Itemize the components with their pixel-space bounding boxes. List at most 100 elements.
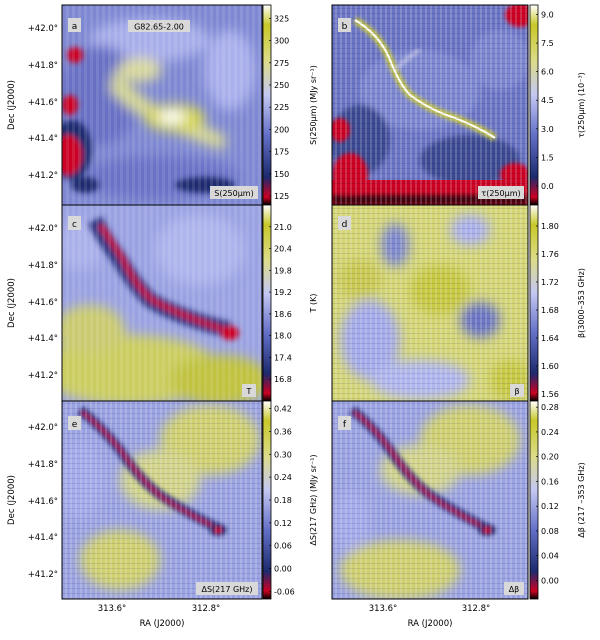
dec-axis-label: Dec (J2000)	[7, 80, 17, 130]
colorbar-tick-label: 0.12	[274, 519, 292, 528]
dec-tick-label: +41.2°	[28, 570, 58, 580]
panel-a-image	[62, 5, 262, 205]
colorbar-tick-label: 0.16	[541, 477, 559, 486]
colorbar-tick-label: 0.0	[541, 182, 554, 191]
panel-b-image	[332, 5, 528, 205]
dec-tick-label: +41.6°	[28, 98, 58, 108]
colorbar-tick-label: 200	[274, 125, 289, 134]
ra-axis-label: RA (J2000)	[408, 619, 453, 629]
panel-a-letter: a	[72, 22, 78, 32]
colorbar-c-ticks: 21.0 20.4 19.8 19.2 18.6 18.0 17.4 16.8	[269, 223, 292, 384]
colorbar-tick-label: 0.04	[541, 552, 559, 561]
panel-e-letter-box: e	[68, 416, 81, 430]
colorbar-tick-label: 275	[274, 59, 289, 68]
colorbar-b-label: τ(250μm) (10⁻³)	[577, 72, 586, 138]
dec-axis-row-2: +42.0° +41.8° +41.6° +41.4° +41.2° Dec (…	[7, 224, 58, 381]
panel-a: a G82.65-2.00 S(250μm)	[61, 4, 263, 206]
ra-tick-label: 312.8°	[462, 604, 491, 614]
colorbar-tick-label: 325	[274, 14, 289, 23]
colorbar-tick-label: 20.4	[274, 245, 292, 254]
dec-tick-label: +41.2°	[28, 371, 58, 381]
colorbar-b-ticks: 9.0 7.5 6.0 4.5 3.0 1.5 0.0	[536, 11, 554, 191]
panel-d-corner-label-box: β	[510, 384, 524, 397]
panel-c: c T	[61, 204, 263, 402]
colorbar-tick-label: 300	[274, 37, 289, 46]
panel-d-letter-box: d	[338, 216, 351, 230]
panel-c-corner-label: T	[246, 387, 252, 396]
colorbar-tick-label: 125	[274, 192, 289, 201]
colorbar-tick-label: 0.30	[274, 450, 292, 459]
dec-axis-label: Dec (J2000)	[7, 278, 17, 328]
panel-a-title: G82.65-2.00	[134, 23, 184, 32]
colorbar-tick-label: 0.00	[541, 576, 559, 585]
colorbar-tick-label: 16.8	[274, 375, 292, 384]
dec-tick-label: +42.0°	[28, 423, 58, 433]
panel-c-corner-label-box: T	[242, 384, 256, 397]
panel-a-corner-label: S(250μm)	[214, 189, 253, 198]
panel-d: d β	[331, 204, 529, 402]
ra-axis-label: RA (J2000)	[140, 619, 185, 629]
panel-b: b τ(250μm)	[331, 4, 529, 206]
colorbar-tick-label: 150	[274, 170, 289, 179]
colorbar-a-label: S(250μm) (MJy sr⁻¹)	[309, 65, 318, 145]
colorbar-tick-label: 18.6	[274, 310, 292, 319]
panel-c-image	[62, 205, 262, 401]
colorbar-tick-label: 17.4	[274, 353, 292, 362]
dec-tick-label: +41.4°	[28, 334, 58, 344]
panel-d-image	[332, 205, 528, 401]
panel-b-corner-label: τ(250μm)	[481, 189, 520, 198]
colorbar-tick-label: 0.20	[541, 453, 559, 462]
dec-tick-label: +41.4°	[28, 134, 58, 144]
panel-b-letter: b	[342, 22, 348, 32]
colorbar-tick-label: 7.5	[541, 39, 554, 48]
panel-e-image	[62, 401, 262, 599]
colorbar-e-label: ΔS(217 GHz) (MJy sr⁻¹)	[309, 454, 318, 545]
colorbar-d-ticks: 1.80 1.76 1.72 1.68 1.64 1.60 1.56	[536, 222, 559, 399]
colorbar-tick-label: 1.76	[541, 250, 559, 259]
colorbar-c: 21.0 20.4 19.8 19.2 18.6 18.0 17.4 16.8 T (K)	[262, 204, 318, 402]
panel-a-title-box: G82.65-2.00	[128, 20, 190, 32]
colorbar-tick-label: 0.24	[274, 473, 292, 482]
panel-e-letter: e	[72, 420, 78, 430]
ra-tick-label: 313.6°	[98, 604, 127, 614]
panel-a-corner-label-box: S(250μm)	[210, 186, 258, 199]
colorbar-tick-label: 18.0	[274, 332, 292, 341]
ra-tick-label: 313.6°	[369, 604, 398, 614]
panel-b-letter-box: b	[338, 18, 351, 32]
colorbar-tick-label: 4.5	[541, 96, 554, 105]
ra-axis-col-2: 313.6° 312.8° RA (J2000)	[369, 604, 491, 629]
colorbar-f: 0.28 0.24 0.20 0.16 0.12 0.08 0.04 0.00 Δβ (217…	[529, 400, 586, 600]
colorbar-e-ticks: 0.42 0.36 0.30 0.24 0.18 0.12 0.06 0.00 -0.06	[269, 405, 295, 596]
panel-d-letter: d	[342, 220, 348, 230]
dec-axis-row-1: +42.0° +41.8° +41.6° +41.4° +41.2° Dec (…	[7, 24, 58, 181]
panel-e-corner-label-box: ΔS(217 GHz)	[196, 582, 258, 595]
panel-c-letter: c	[72, 220, 77, 230]
colorbar-tick-label: 0.00	[274, 565, 292, 574]
dec-tick-label: +41.8°	[28, 61, 58, 71]
colorbar-tick-label: 0.06	[274, 542, 292, 551]
colorbar-tick-label: 1.5	[541, 153, 554, 162]
colorbar-tick-label: -0.06	[274, 587, 295, 596]
dec-tick-label: +41.8°	[28, 460, 58, 470]
colorbar-tick-label: 1.80	[541, 222, 559, 231]
dec-tick-label: +41.8°	[28, 261, 58, 271]
colorbar-tick-label: 1.60	[541, 362, 559, 371]
colorbar-tick-label: 1.72	[541, 278, 559, 287]
panel-c-letter-box: c	[68, 216, 81, 230]
colorbar-tick-label: 0.42	[274, 405, 292, 414]
colorbar-a: 325 300 275 250 225 200 175 150 125 S(250μm) (MJ…	[262, 4, 318, 206]
colorbar-e: 0.42 0.36 0.30 0.24 0.18 0.12 0.06 0.00 -0.06 ΔS…	[262, 400, 318, 600]
panel-f-letter: f	[343, 420, 347, 430]
panel-f: f Δβ	[331, 400, 529, 600]
colorbar-tick-label: 0.08	[541, 527, 559, 536]
colorbar-tick-label: 225	[274, 103, 289, 112]
colorbar-tick-label: 3.0	[541, 125, 554, 134]
dec-tick-label: +42.0°	[28, 224, 58, 234]
dec-tick-label: +41.6°	[28, 298, 58, 308]
dec-axis-row-3: +42.0° +41.8° +41.6° +41.4° +41.2° Dec (…	[7, 423, 58, 580]
ra-axis-col-1: 313.6° 312.8° RA (J2000)	[98, 604, 221, 629]
panel-f-image	[332, 401, 528, 599]
panel-f-corner-label: Δβ	[509, 585, 520, 594]
colorbar-tick-label: 0.36	[274, 427, 292, 436]
colorbar-tick-label: 19.8	[274, 266, 292, 275]
